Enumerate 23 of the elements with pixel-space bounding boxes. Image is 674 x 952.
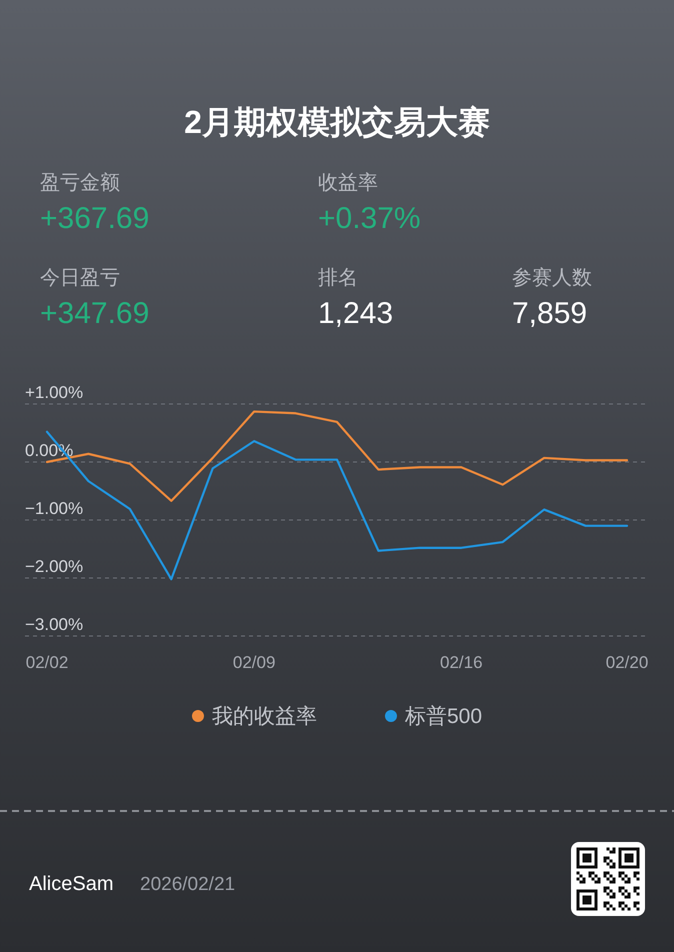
y-tick-label: +1.00% [25, 383, 84, 402]
text: 7,859 [512, 297, 588, 330]
text: +367.69 [40, 202, 150, 235]
y-tick-label: −1.00% [25, 499, 84, 518]
legend-label: 标普500 [404, 704, 482, 728]
text: AliceSam [29, 873, 114, 895]
text: +0.37% [318, 202, 421, 235]
text: 盈亏金额 [40, 172, 120, 194]
legend-label: 我的收益率 [212, 705, 317, 728]
chart-title: 2月期权模拟交易大赛 [184, 104, 490, 140]
text: 1,243 [318, 297, 394, 330]
text: 收益率 [318, 172, 378, 194]
x-tick-label: 02/09 [232, 653, 276, 672]
text: 排名 [318, 267, 358, 289]
y-tick-label: −3.00% [25, 615, 84, 634]
x-tick-label: 02/20 [606, 653, 648, 672]
text: 2026/02/21 [140, 874, 236, 895]
x-tick-label: 02/16 [440, 653, 483, 672]
y-tick-label: −2.00% [25, 557, 84, 576]
x-tick-label: 02/02 [26, 653, 68, 672]
text: 今日盈亏 [40, 267, 120, 289]
text: +347.69 [40, 297, 150, 330]
text: 参赛人数 [512, 267, 592, 289]
